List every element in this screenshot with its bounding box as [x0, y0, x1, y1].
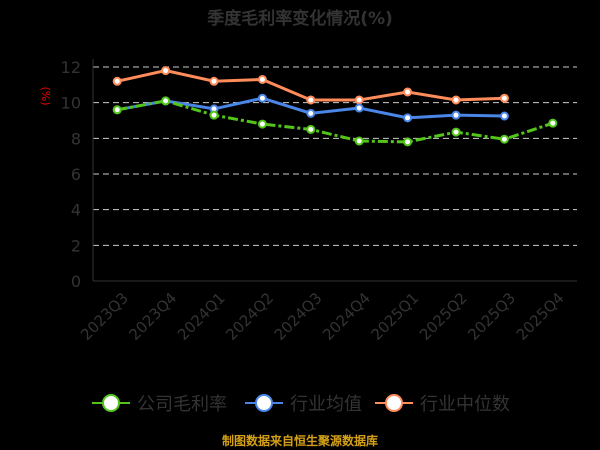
data-point	[161, 66, 171, 76]
data-point	[306, 124, 316, 134]
y-tick-label: 0	[71, 272, 81, 291]
data-point	[209, 110, 219, 120]
data-point	[499, 111, 509, 121]
data-point	[354, 103, 364, 113]
data-point	[112, 76, 122, 86]
y-tick-label: 2	[71, 236, 81, 255]
legend-swatch-marker	[102, 394, 120, 412]
data-point	[354, 136, 364, 146]
x-tick-label: 2024Q1	[174, 289, 229, 344]
x-tick-label: 2023Q4	[126, 289, 181, 344]
data-point	[257, 74, 267, 84]
x-tick-label: 2024Q4	[319, 289, 374, 344]
data-point	[112, 105, 122, 115]
data-point	[209, 76, 219, 86]
y-tick-label: 8	[71, 129, 81, 148]
x-tick-label: 2025Q1	[368, 289, 423, 344]
x-tick-label: 2024Q3	[271, 289, 326, 344]
chart-title: 季度毛利率变化情况(%)	[207, 8, 393, 29]
series-line	[116, 99, 554, 144]
x-tick-label: 2023Q3	[77, 289, 132, 344]
data-point	[403, 137, 413, 147]
x-tick-label: 2025Q3	[464, 289, 519, 344]
y-tick-label: 6	[71, 165, 81, 184]
data-point	[161, 96, 171, 106]
data-point	[451, 95, 461, 105]
legend-label: 行业均值	[290, 394, 362, 415]
data-point	[306, 95, 316, 105]
x-tick-label: 2025Q4	[513, 289, 568, 344]
legend-swatch-marker	[255, 394, 273, 412]
x-tick-label: 2025Q2	[416, 289, 471, 344]
legend-label: 行业中位数	[420, 394, 510, 415]
data-point	[403, 113, 413, 123]
data-point	[257, 93, 267, 103]
y-tick-label: 10	[61, 94, 81, 113]
data-point	[451, 110, 461, 120]
data-point	[354, 95, 364, 105]
y-axis-label: (%)	[39, 86, 52, 105]
data-point	[306, 108, 316, 118]
data-point	[548, 118, 558, 128]
y-tick-label: 12	[61, 58, 81, 77]
y-tick-label: 4	[71, 201, 81, 220]
x-tick-label: 2024Q2	[222, 289, 277, 344]
data-point	[499, 134, 509, 144]
data-point	[403, 87, 413, 97]
data-point	[451, 127, 461, 137]
legend-swatch-marker	[385, 394, 403, 412]
legend-label: 公司毛利率	[137, 394, 227, 415]
data-point	[499, 93, 509, 103]
source-note: 制图数据来自恒生聚源数据库	[222, 433, 378, 448]
data-point	[257, 119, 267, 129]
